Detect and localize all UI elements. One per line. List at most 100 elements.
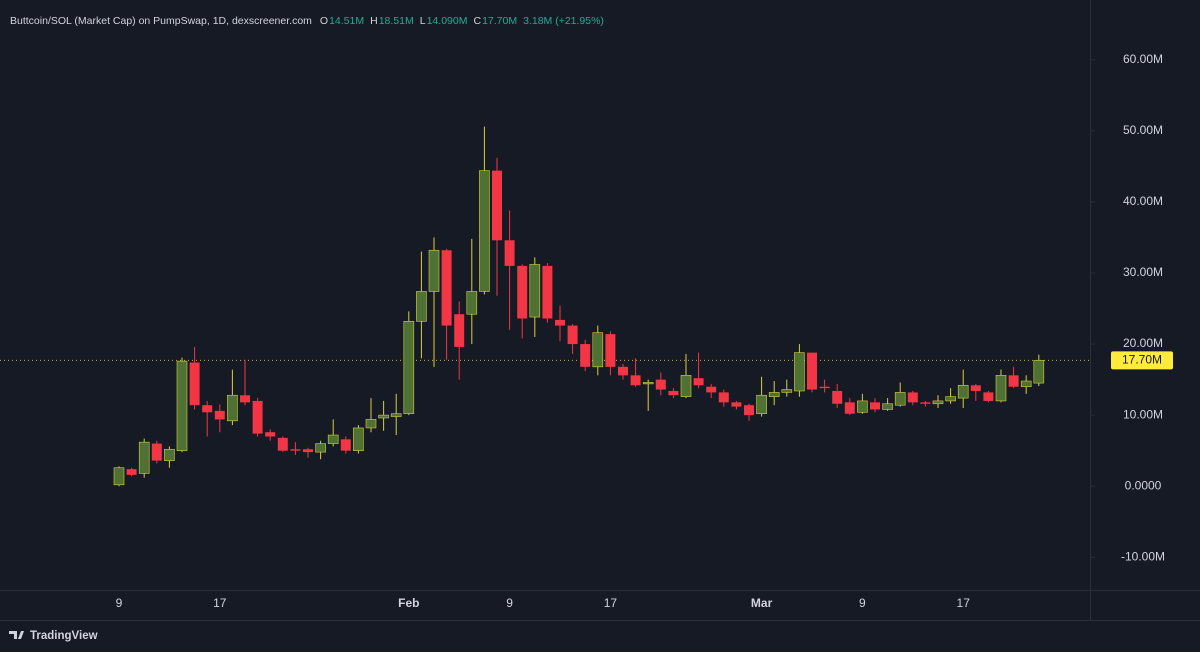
y-tick-label: 0.0000 <box>1125 478 1162 492</box>
price-label: 17.70M <box>1122 353 1162 367</box>
candle-body <box>1008 375 1019 387</box>
candle-body <box>668 390 679 396</box>
y-tick-label: 40.00M <box>1123 194 1163 208</box>
candle-body <box>479 170 490 292</box>
candle-body <box>164 448 175 461</box>
chart-title: Buttcoin/SOL (Market Cap) on PumpSwap, 1… <box>10 15 312 27</box>
x-tick-label: 9 <box>506 596 513 610</box>
candle-body <box>214 410 225 420</box>
candle-body <box>819 386 830 389</box>
candle-body <box>340 439 351 451</box>
candle-body <box>655 379 666 390</box>
candle-body <box>781 389 793 393</box>
candle-body <box>403 321 415 415</box>
candle-body <box>202 405 213 413</box>
candle-body <box>390 413 402 417</box>
x-tick-label: 17 <box>213 596 227 610</box>
legend-change: 3.18M (+21.95%) <box>523 15 604 27</box>
candle-body <box>555 319 565 326</box>
candle-body <box>718 392 729 403</box>
legend-value: 18.51M <box>379 15 414 27</box>
x-tick-label: Feb <box>398 596 419 610</box>
candle-body <box>176 360 188 451</box>
candle-body <box>315 443 326 453</box>
candle-body <box>113 467 125 486</box>
candle-body <box>138 441 150 474</box>
candle-body <box>807 352 817 390</box>
y-tick-label: 30.00M <box>1123 265 1163 279</box>
candle-body <box>126 469 137 475</box>
candle-body <box>277 437 288 451</box>
legend-key: O <box>320 15 328 27</box>
candle-body <box>365 419 377 429</box>
candle-body <box>983 392 994 401</box>
candle-body <box>744 405 754 416</box>
candle-body <box>252 400 263 434</box>
candle-body <box>353 427 364 451</box>
candle-body <box>517 265 528 319</box>
legend-value: 17.70M <box>482 15 517 27</box>
brand: TradingView <box>30 630 98 642</box>
candle-body <box>756 394 767 415</box>
candle-body <box>630 375 641 386</box>
candle-body <box>693 378 704 386</box>
logo-mark <box>9 631 24 639</box>
candle-body <box>265 432 276 437</box>
candle-body <box>416 291 427 322</box>
candle-body <box>529 264 541 318</box>
y-tick-label: 60.00M <box>1123 52 1163 66</box>
candle-body <box>542 265 553 319</box>
candle-body <box>706 386 717 393</box>
candle-body <box>870 402 880 410</box>
candle-body <box>189 362 200 406</box>
x-tick-label: 9 <box>116 596 123 610</box>
candle-body <box>227 394 238 422</box>
candle-body <box>1033 360 1045 384</box>
x-tick-label: 17 <box>957 596 971 610</box>
candle-body <box>844 402 855 414</box>
candle-body <box>580 344 591 367</box>
candle-body <box>1020 380 1032 388</box>
y-tick-label: 10.00M <box>1123 407 1163 421</box>
candle-body <box>454 314 465 347</box>
candle-body <box>882 403 893 410</box>
candle-body <box>428 249 440 292</box>
candle-body <box>894 392 906 406</box>
candle-body <box>290 449 301 451</box>
candle-body <box>768 392 780 397</box>
candle-body <box>492 170 502 241</box>
candle-body <box>995 375 1007 402</box>
legend-key: L <box>420 15 426 27</box>
x-tick-label: Mar <box>751 596 773 610</box>
candle-body <box>441 250 452 326</box>
ohlc-legend: O 14.51M H 18.51M L 14.090M C 17.70M 3.18M (+21.… <box>320 15 604 27</box>
candle-body <box>731 402 742 407</box>
candle-body <box>618 366 628 376</box>
tradingview-logo: TradingView <box>9 630 98 642</box>
price-label-box <box>1111 351 1173 370</box>
candle-body <box>832 390 843 404</box>
x-tick-label: 17 <box>604 596 618 610</box>
candle-body <box>592 332 604 368</box>
x-tick-label: 9 <box>859 596 866 610</box>
candle-body <box>504 240 515 266</box>
candle-body <box>920 402 931 404</box>
legend-key: H <box>370 15 378 27</box>
legend-value: 14.51M <box>329 15 364 27</box>
candle-body <box>680 375 692 397</box>
y-tick-label: 20.00M <box>1123 336 1163 350</box>
y-tick-label: 50.00M <box>1123 123 1163 137</box>
candle-body <box>151 443 162 461</box>
candle-body <box>857 400 868 413</box>
candle-body <box>794 352 805 392</box>
candle-body <box>303 449 313 453</box>
candle-body <box>240 395 250 403</box>
legend-key: C <box>473 15 481 27</box>
candle-body <box>932 400 944 405</box>
candle-body <box>957 384 969 399</box>
candle-body <box>327 434 339 444</box>
candle-body <box>970 385 981 391</box>
candle-body <box>378 414 389 419</box>
